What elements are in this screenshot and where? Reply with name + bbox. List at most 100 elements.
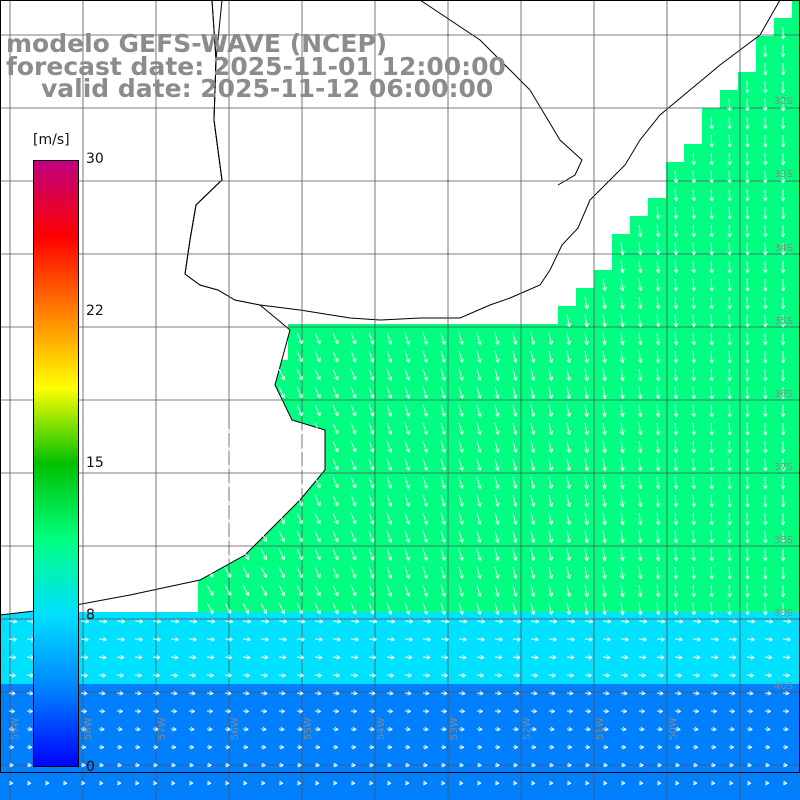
wind-arrow <box>637 476 643 490</box>
wind-arrow <box>512 672 520 678</box>
wind-arrow <box>386 637 395 642</box>
lon-label: 56W <box>230 717 241 740</box>
lon-label: 50W <box>668 717 679 740</box>
wind-arrow <box>691 152 697 166</box>
wind-arrow <box>709 296 714 310</box>
speed-cell <box>180 792 198 800</box>
wind-arrow <box>494 708 501 714</box>
wind-arrow <box>691 278 697 292</box>
wind-arrow <box>780 584 786 598</box>
wind-arrow <box>98 619 108 624</box>
wind-arrow <box>368 512 375 525</box>
wind-arrow <box>602 422 607 436</box>
wind-arrow <box>548 440 554 454</box>
wind-arrow <box>584 404 589 418</box>
wind-arrow <box>278 494 285 507</box>
wind-arrow <box>242 602 250 614</box>
wind-arrow <box>476 440 482 453</box>
wind-arrow <box>206 476 214 488</box>
wind-arrow <box>762 224 768 238</box>
wind-arrow <box>637 368 643 382</box>
wind-arrow <box>116 672 124 678</box>
wind-arrow <box>206 744 213 750</box>
wind-arrow <box>296 708 303 714</box>
wind-arrow <box>584 476 589 490</box>
wind-arrow <box>260 476 268 489</box>
wind-arrow <box>655 386 661 400</box>
wind-arrow <box>762 404 768 418</box>
wind-arrow <box>170 708 177 714</box>
wind-arrow <box>512 476 518 489</box>
wind-arrow <box>620 512 625 526</box>
wind-arrow <box>440 708 447 714</box>
wind-arrow <box>530 494 536 507</box>
wind-arrow <box>710 619 720 624</box>
wind-arrow <box>260 655 269 660</box>
wind-arrow <box>566 512 572 526</box>
wind-arrow <box>296 548 303 561</box>
wind-arrow <box>762 422 768 436</box>
wind-arrow <box>224 602 232 614</box>
wind-arrow <box>655 458 661 472</box>
wind-arrow <box>440 690 448 696</box>
wind-arrow <box>584 708 591 714</box>
wind-arrow <box>494 584 500 597</box>
wind-arrow <box>620 296 625 310</box>
wind-arrow <box>620 708 627 714</box>
wind-arrow <box>762 242 768 256</box>
wind-arrow <box>655 206 661 220</box>
wind-arrow <box>278 780 284 786</box>
wind-arrow <box>637 440 643 454</box>
wind-arrow <box>458 458 464 471</box>
wind-arrow <box>780 494 786 508</box>
wind-arrow <box>710 726 717 732</box>
wind-arrow <box>602 602 607 616</box>
wind-arrow <box>709 314 714 328</box>
wind-arrow <box>350 458 357 471</box>
wind-arrow <box>782 708 789 714</box>
wind-arrow <box>404 655 413 660</box>
wind-arrow <box>745 224 750 238</box>
wind-arrow <box>512 655 521 660</box>
wind-arrow <box>780 134 786 148</box>
wind-arrow <box>728 690 736 696</box>
wind-arrow <box>566 404 572 418</box>
speed-cell <box>630 792 648 800</box>
speed-cell <box>792 702 800 720</box>
wind-arrow <box>602 494 607 508</box>
wind-arrow <box>332 708 339 714</box>
speed-cell <box>486 792 504 800</box>
wind-arrow <box>350 548 357 561</box>
wind-arrow <box>727 368 732 382</box>
wind-arrow <box>368 368 375 381</box>
wind-arrow <box>494 762 500 768</box>
speed-cell <box>792 666 800 684</box>
wind-arrow <box>745 296 750 310</box>
lat-label: 36S <box>774 389 794 400</box>
wind-arrow <box>188 637 197 642</box>
speed-cell <box>252 792 270 800</box>
wind-arrow <box>494 548 500 561</box>
wind-arrow <box>368 637 377 642</box>
colorbar-tick-0: 0 <box>86 759 95 775</box>
wind-arrow <box>530 762 536 768</box>
wind-arrow <box>691 404 697 418</box>
wind-arrow <box>512 762 518 768</box>
wind-arrow <box>386 350 393 363</box>
wind-arrow <box>368 762 374 768</box>
wind-arrow <box>224 422 232 434</box>
wind-arrow <box>728 744 735 750</box>
wind-arrow <box>548 726 555 732</box>
wind-arrow <box>566 780 572 786</box>
wind-arrow <box>278 476 285 489</box>
wind-arrow <box>368 494 375 507</box>
wind-arrow <box>602 404 607 418</box>
wind-arrow <box>422 672 430 678</box>
wind-arrow <box>780 548 786 562</box>
wind-arrow <box>655 224 661 238</box>
wind-arrow <box>386 386 393 399</box>
wind-arrow <box>80 637 89 642</box>
wind-arrow <box>782 726 789 732</box>
wind-arrow <box>242 690 250 696</box>
speed-cell <box>792 324 800 342</box>
